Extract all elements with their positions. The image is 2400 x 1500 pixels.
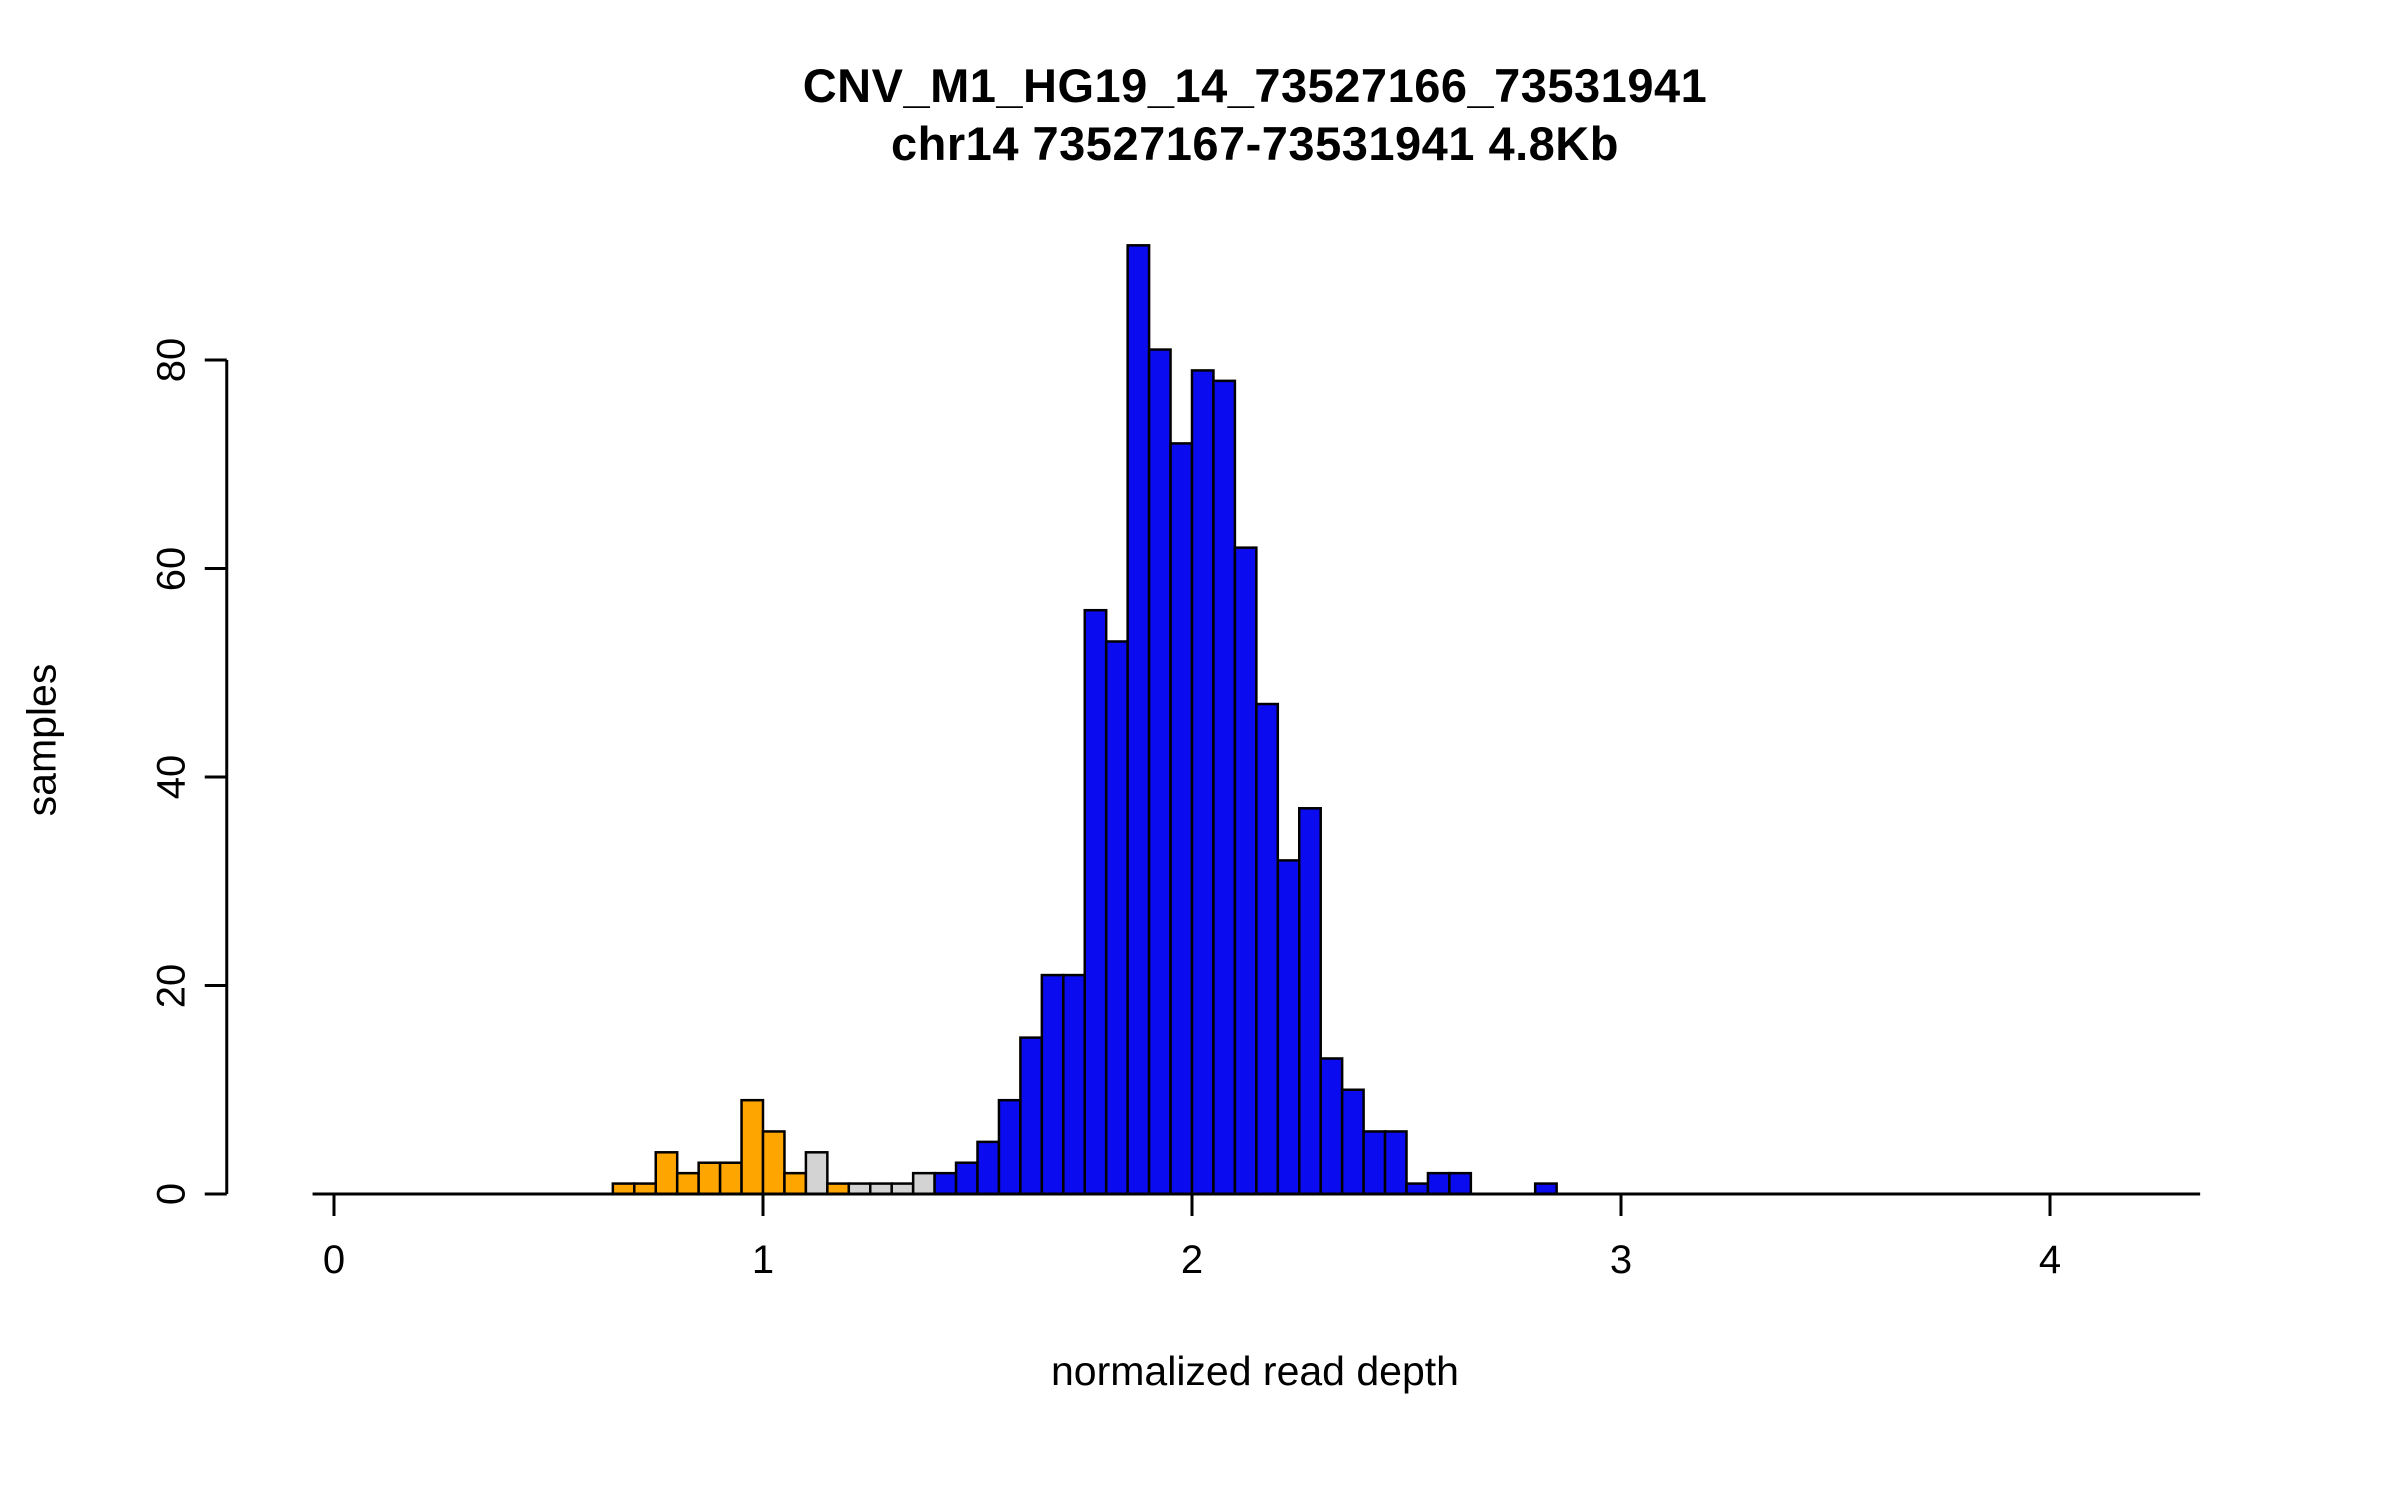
histogram-bar (1448, 1171, 1473, 1196)
histogram-bar (1340, 1088, 1365, 1196)
y-tick-label: 20 (149, 963, 194, 1008)
histogram-bar (976, 1140, 1001, 1196)
x-tick-label: 1 (751, 1238, 775, 1282)
histogram-bar (675, 1171, 700, 1196)
y-tick-label: 40 (149, 754, 194, 800)
x-tick-label: 0 (322, 1238, 346, 1282)
histogram-bar (1169, 442, 1194, 1196)
y-tick-label: 0 (149, 1182, 194, 1206)
histogram-bar (761, 1130, 786, 1196)
histogram-bar (869, 1182, 893, 1196)
x-tick-label: 4 (2038, 1238, 2062, 1282)
histogram-bar (1062, 973, 1087, 1196)
histogram-bar (1083, 608, 1108, 1196)
histogram-bar (1276, 859, 1301, 1196)
histogram-bar (697, 1161, 722, 1196)
y-tick-label: 60 (149, 546, 194, 591)
histogram-bar (654, 1151, 679, 1196)
histogram-bar (1533, 1182, 1558, 1196)
histogram-bar (826, 1182, 851, 1196)
histogram-bar (890, 1182, 915, 1196)
x-axis-label: normalized read depth (1051, 1348, 1459, 1394)
x-tick-label: 3 (1609, 1238, 1633, 1282)
histogram-bar (954, 1161, 979, 1196)
histogram-bar (1104, 640, 1129, 1196)
histogram-bar (997, 1098, 1022, 1196)
histogram-bar (1233, 546, 1258, 1196)
histogram-bar (633, 1182, 657, 1196)
histogram-bar (1383, 1130, 1408, 1196)
histogram-bar (1190, 369, 1215, 1196)
chart-subtitle: chr14 73527167-73531941 4.8Kb (891, 117, 1619, 170)
histogram-bar (718, 1161, 743, 1196)
histogram-bar (1405, 1182, 1430, 1196)
histogram-bar (1319, 1057, 1344, 1196)
histogram-bar (1212, 379, 1237, 1196)
histogram-bar (1362, 1130, 1387, 1196)
histogram-bar (1298, 807, 1322, 1196)
histogram-bar (1426, 1171, 1451, 1196)
histogram-bar (1255, 702, 1280, 1196)
histogram-bar (783, 1171, 808, 1196)
x-tick-label: 2 (1180, 1238, 1204, 1282)
histogram-bar (1040, 973, 1065, 1196)
histogram-bar (933, 1171, 958, 1196)
histogram-bar (847, 1182, 872, 1196)
histogram-bar (1019, 1036, 1044, 1196)
histogram-bar (1147, 348, 1172, 1196)
histogram-bar (1126, 244, 1151, 1196)
histogram-bar (804, 1151, 829, 1196)
y-tick-label: 80 (149, 337, 194, 383)
histogram-bar (911, 1171, 936, 1196)
histogram-bar (611, 1182, 636, 1196)
histogram-bar (740, 1098, 765, 1196)
chart-title: CNV_M1_HG19_14_73527166_73531941 (802, 59, 1708, 112)
